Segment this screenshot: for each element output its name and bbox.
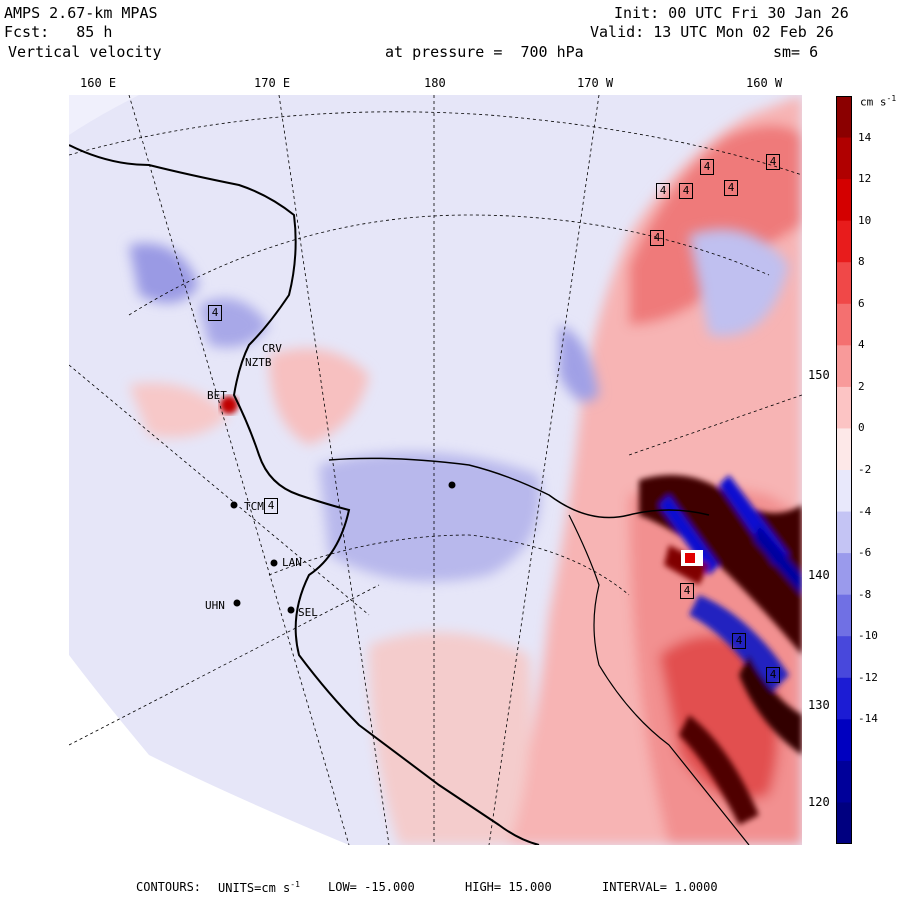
forecast-label: Fcst: 85 h (4, 23, 112, 41)
colorbar-segment (836, 345, 852, 388)
lon-label: 160 W (746, 76, 783, 90)
footer-interval: INTERVAL= 1.0000 (602, 880, 718, 894)
colorbar-segment (836, 179, 852, 222)
footer-units-exp: -1 (290, 880, 300, 889)
lon-label: 170 W (577, 76, 614, 90)
field-name: Vertical velocity (8, 43, 162, 61)
colorbar-segment (836, 719, 852, 762)
lon-label: 180 (424, 76, 446, 90)
valid-time: Valid: 13 UTC Mon 02 Feb 26 (590, 23, 834, 41)
station-markers (230, 481, 456, 614)
max-label-box: 4 (679, 183, 693, 199)
colorbar-segment (836, 303, 852, 346)
colorbar-units: cm s-1 (860, 94, 896, 109)
colorbar-border (836, 96, 852, 844)
out-of-domain-area (69, 655, 349, 845)
colorbar-segment (836, 594, 852, 637)
footer-contours: CONTOURS: (136, 880, 202, 894)
colorbar-tick-label: 4 (858, 338, 865, 352)
bet-spot (220, 396, 238, 414)
smoothing: sm= 6 (773, 43, 819, 61)
lon-label: 170 E (254, 76, 291, 90)
colorbar-segment (836, 511, 852, 554)
vertical-velocity-map (69, 95, 802, 845)
lat-label: 120 W (808, 795, 845, 809)
colorbar-segment (836, 760, 852, 803)
footer-high: HIGH= 15.000 (465, 880, 552, 894)
fcst-value: 85 h (76, 23, 113, 41)
fcst-label: Fcst: (4, 23, 50, 41)
station-label: TCM (244, 500, 264, 513)
lat-label: 130 W (808, 698, 845, 712)
colorbar-tick-label: -6 (858, 546, 872, 560)
colorbar-segment (836, 553, 852, 596)
init-time: Init: 00 UTC Fri 30 Jan 26 (614, 4, 849, 22)
colorbar-segment (836, 428, 852, 471)
graticule (69, 95, 802, 845)
max-label-box: 4 (732, 633, 746, 649)
colorbar-tick-label: -8 (858, 587, 872, 601)
colorbar-tick-label: 12 (858, 172, 872, 186)
colorbar (836, 96, 852, 844)
colorbar-tick-label: -4 (858, 504, 872, 518)
level-label: at pressure = (385, 43, 503, 61)
colorbar-segment (836, 220, 852, 263)
level-value: 700 hPa (520, 43, 584, 61)
station-label: LAN (282, 556, 302, 569)
colorbar-segment (836, 96, 852, 139)
model-title: AMPS 2.67-km MPAS (4, 4, 158, 22)
station-label: SEL (298, 606, 318, 619)
ice-shelf-shade (69, 95, 139, 135)
lon-label: 160 E (80, 76, 117, 90)
colorbar-tick-label: 2 (858, 379, 865, 393)
colorbar-segment (836, 470, 852, 513)
colorbar-segment (836, 677, 852, 720)
max-label-box: 4 (766, 667, 780, 683)
colorbar-segment (836, 636, 852, 679)
footer-units-text: UNITS=cm s (218, 881, 291, 895)
colorbar-segment (836, 802, 852, 844)
station-label: UHN (205, 599, 225, 612)
lat-label: 140 W (808, 568, 845, 582)
colorbar-units-text: cm s (860, 95, 887, 109)
colorbar-tick-label: -12 (858, 670, 878, 684)
station-label: BET (207, 389, 227, 402)
colorbar-tick-label: 6 (858, 296, 865, 310)
station-label: CRV (262, 342, 282, 355)
ice-shelf-edge (328, 457, 710, 519)
max-label-box: 4 (208, 305, 222, 321)
colorbar-tick-label: 0 (858, 421, 865, 435)
colorbar-tick-label: 10 (858, 213, 872, 227)
station-label: NZTB (245, 356, 272, 369)
max-label-box: 4 (700, 159, 714, 175)
max-label-box: 4 (264, 498, 278, 514)
colorbar-segment (836, 386, 852, 429)
max-label-box: 4 (724, 180, 738, 196)
colorbar-segment (836, 137, 852, 180)
intense-wave-zone (639, 475, 802, 825)
max-label-box: 4 (656, 183, 670, 199)
red-patch (685, 553, 695, 563)
lat-label: 150 W (808, 368, 845, 382)
footer-units: UNITS=cm s-1 (218, 880, 300, 895)
level-info: at pressure = 700 hPa (385, 43, 584, 61)
max-label-box: 4 (680, 583, 694, 599)
coastline (69, 144, 540, 845)
colorbar-tick-label: -2 (858, 463, 872, 476)
max-label-box: 4 (766, 154, 780, 170)
max-label-box: 4 (650, 230, 664, 246)
colorbar-tick-label: -14 (858, 712, 878, 726)
colorbar-tick-label: 14 (858, 130, 872, 144)
colorbar-tick-label: -10 (858, 629, 878, 643)
colorbar-segment (836, 262, 852, 305)
negative-velocity-regions (129, 229, 789, 582)
footer-low: LOW= -15.000 (328, 880, 415, 894)
grounding-line (568, 514, 750, 845)
colorbar-units-exp: -1 (886, 94, 897, 103)
colorbar-tick-label: 8 (858, 255, 865, 269)
